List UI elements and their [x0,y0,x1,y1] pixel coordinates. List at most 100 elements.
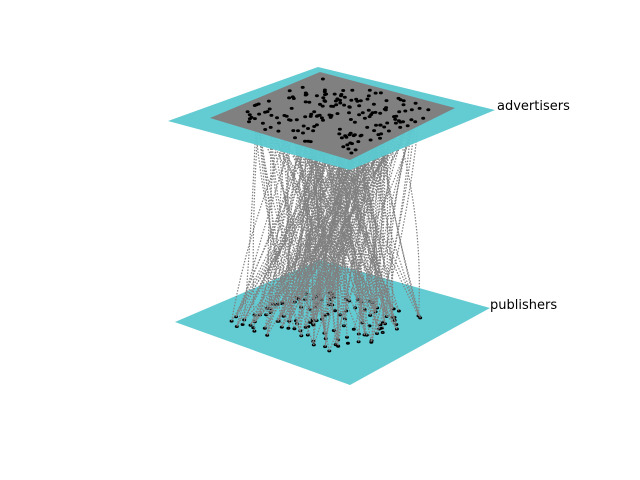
network-node [282,114,287,117]
network-node [356,340,361,344]
network-node [394,114,399,118]
network-node [339,136,344,140]
edge-line [305,124,377,295]
network-node [312,110,317,114]
network-node [378,111,383,115]
network-node [403,109,408,113]
edge-line [330,115,336,311]
network-node [337,132,342,136]
network-node [303,93,308,97]
edge-line [328,122,388,352]
network-node [303,100,308,104]
edge-line [336,98,348,315]
network-node [371,102,376,106]
network-node [356,140,361,144]
advertisers-layer-label: advertisers [497,99,570,114]
network-node [421,116,426,120]
publishers-layer-label: publishers [490,298,557,313]
edge-line [386,122,389,317]
network-node [276,129,281,133]
network-node [358,99,363,103]
network-node [384,99,389,103]
network-node [269,113,274,117]
network-node [386,129,391,133]
network-node [393,121,398,125]
network-node [303,139,307,143]
network-node [366,108,371,112]
edge-line [330,106,388,317]
network-node [320,104,325,108]
edge-line [363,109,413,335]
network-node [366,94,371,98]
network-node [287,89,292,93]
network-node [409,108,414,112]
network-node [319,116,324,120]
network-node [405,124,410,128]
edge-line [314,99,357,308]
network-node [245,110,250,114]
edge-line [304,125,409,301]
network-node [289,106,294,110]
network-node [347,105,352,109]
edge-line [288,135,363,322]
edge-line [231,117,323,322]
network-node [300,85,305,89]
network-node [341,89,346,92]
network-node [413,120,418,124]
network-node [382,107,387,111]
network-node [314,94,319,98]
edge-line [277,115,289,305]
network-node [306,127,310,130]
edge-line [339,100,378,334]
network-node [372,129,377,133]
edge-line [375,103,417,312]
edge-line [267,131,279,309]
edge-line [277,124,382,322]
network-node [294,118,299,122]
edge-line [305,101,398,330]
network-node [356,332,361,336]
network-node [369,340,374,344]
network-node [345,143,350,147]
network-node [247,120,251,124]
edge-line [254,105,272,336]
network-node [365,97,370,101]
network-node [268,125,273,129]
network-node [303,115,308,119]
network-node [349,151,354,155]
network-node [341,145,346,149]
network-node [301,124,306,128]
network-node [426,108,431,112]
network-node [348,131,353,135]
network-node [240,323,245,326]
network-node [249,115,254,119]
network-node [417,106,422,110]
network-node [360,111,365,115]
edge-line [269,127,283,328]
network-node [338,101,343,105]
network-node [277,121,281,125]
network-node [266,99,271,103]
network-node [308,140,313,144]
network-node [257,112,262,116]
edge-line [355,149,378,308]
network-node [307,100,312,104]
network-node [291,97,296,100]
network-node [287,96,292,100]
network-node [291,129,296,133]
network-node [321,118,325,122]
edge-line [304,116,377,312]
edge-line [361,107,387,323]
network-node [350,88,355,92]
edge-line [304,116,325,334]
network-node [353,148,358,152]
network-node [374,123,378,127]
edge-line [395,122,420,316]
network-node [359,133,364,137]
edge-line [335,104,359,300]
network-node [401,120,405,124]
edge-line [277,116,395,322]
network-node [329,114,334,117]
network-node [308,320,312,324]
network-node [373,110,378,114]
